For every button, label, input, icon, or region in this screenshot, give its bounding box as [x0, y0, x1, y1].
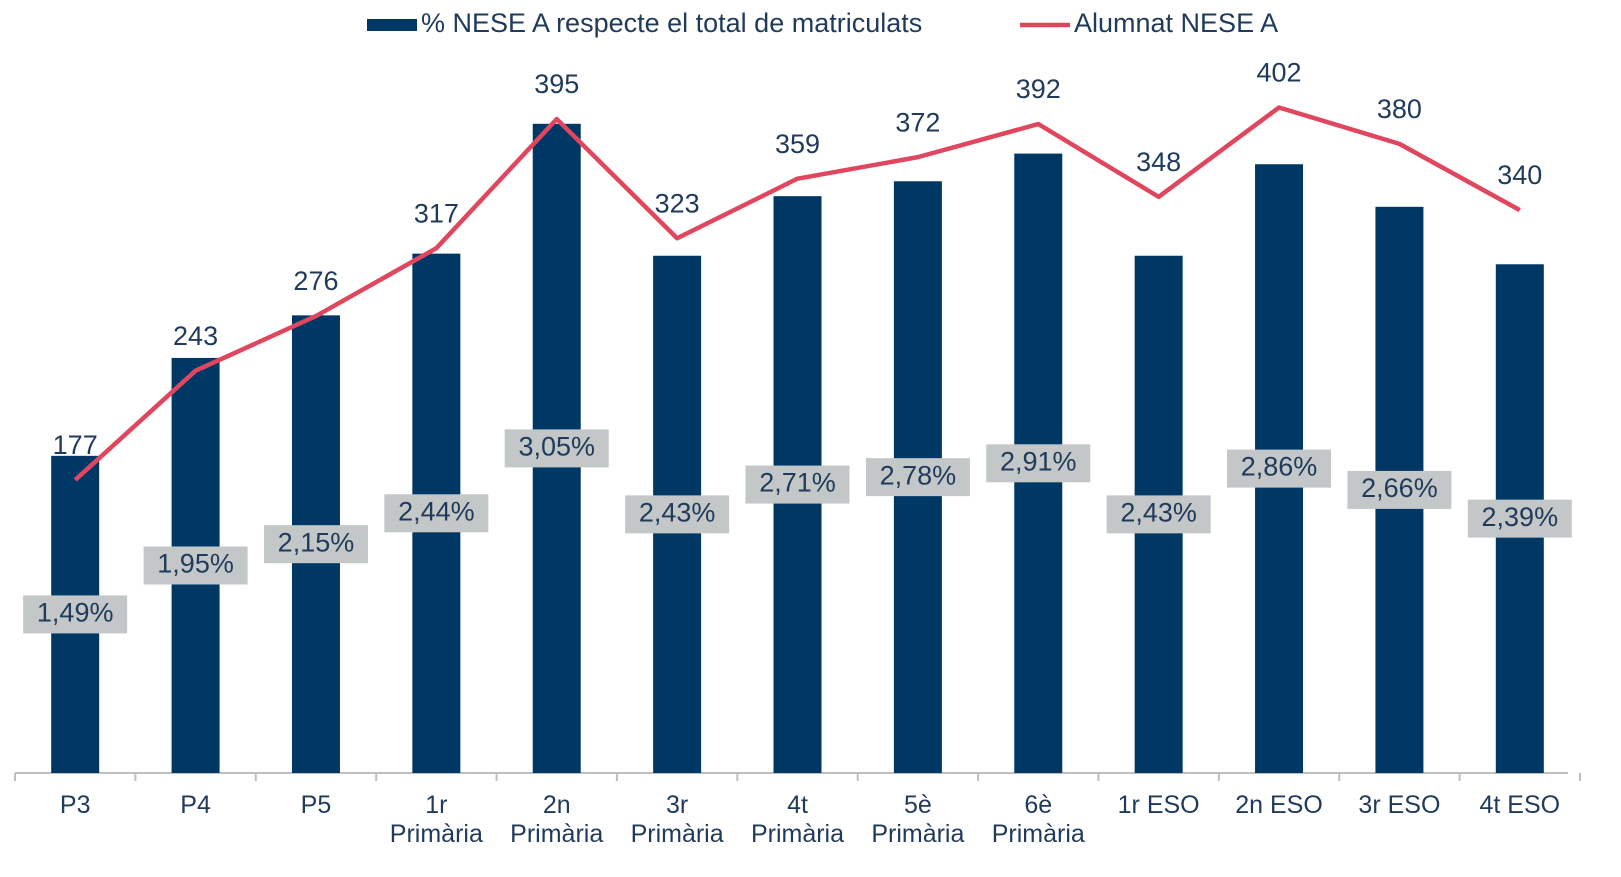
x-tick-label: P3 — [59, 791, 91, 819]
data-label: 2,86% — [1241, 452, 1318, 482]
x-tick-label: 4t ESO — [1479, 791, 1561, 819]
legend-label: % NESE A respecte el total de matriculat… — [421, 8, 922, 38]
data-label-box — [865, 458, 970, 497]
data-label-box — [625, 495, 730, 534]
data-label-box — [384, 494, 489, 533]
data-label-box — [1347, 470, 1452, 509]
data-label-box — [1106, 495, 1211, 534]
legend-swatch — [367, 19, 417, 31]
data-label: 243 — [173, 321, 218, 351]
data-label: 323 — [655, 188, 700, 218]
x-tick-label: 6è Primària — [991, 791, 1085, 848]
data-label-box — [986, 444, 1091, 483]
data-label-box — [263, 525, 368, 564]
data-label: 340 — [1497, 160, 1542, 190]
x-tick-label: P4 — [180, 791, 211, 819]
data-label: 402 — [1257, 58, 1302, 88]
data-label: 395 — [534, 69, 579, 99]
x-tick-label: 1r ESO — [1117, 791, 1200, 819]
data-label: 2,78% — [880, 460, 957, 490]
data-label: 348 — [1136, 147, 1181, 177]
x-tick-label: 3r ESO — [1358, 791, 1441, 819]
data-label: 2,39% — [1482, 502, 1559, 532]
data-label: 1,49% — [37, 598, 114, 628]
data-label-box — [1227, 449, 1332, 488]
x-tick-label: 2n Primària — [510, 791, 604, 848]
data-label: 3,05% — [518, 432, 595, 462]
data-label: 359 — [775, 129, 820, 159]
data-label: 2,71% — [759, 468, 836, 498]
data-label-box — [1467, 499, 1572, 538]
x-tick-label: 5è Primària — [871, 791, 965, 848]
data-label: 392 — [1016, 74, 1061, 104]
data-label-box — [504, 429, 609, 468]
data-label: 2,91% — [1000, 446, 1077, 476]
x-tick-label: 2n ESO — [1235, 791, 1323, 819]
data-label-box — [745, 465, 850, 504]
data-label: 2,15% — [278, 527, 355, 557]
data-label: 2,43% — [1120, 498, 1197, 528]
data-label-box — [23, 595, 128, 634]
x-tick-label: 3r Primària — [630, 791, 724, 848]
x-tick-label: P5 — [300, 791, 332, 819]
data-label: 276 — [293, 266, 338, 296]
x-tick-label: 4t Primària — [750, 791, 845, 848]
data-label: 317 — [414, 198, 459, 228]
data-label: 2,43% — [639, 498, 716, 528]
data-label: 177 — [53, 430, 98, 460]
line — [73, 105, 1521, 482]
data-label: 380 — [1377, 94, 1422, 124]
data-label: 2,44% — [398, 496, 475, 526]
legend-label: Alumnat NESE A — [1074, 8, 1278, 38]
data-label-box — [143, 546, 248, 585]
data-label: 1,95% — [157, 549, 234, 579]
x-tick-label: 1r Primària — [389, 791, 483, 848]
data-label: 2,66% — [1361, 473, 1438, 503]
data-label: 372 — [895, 107, 940, 137]
